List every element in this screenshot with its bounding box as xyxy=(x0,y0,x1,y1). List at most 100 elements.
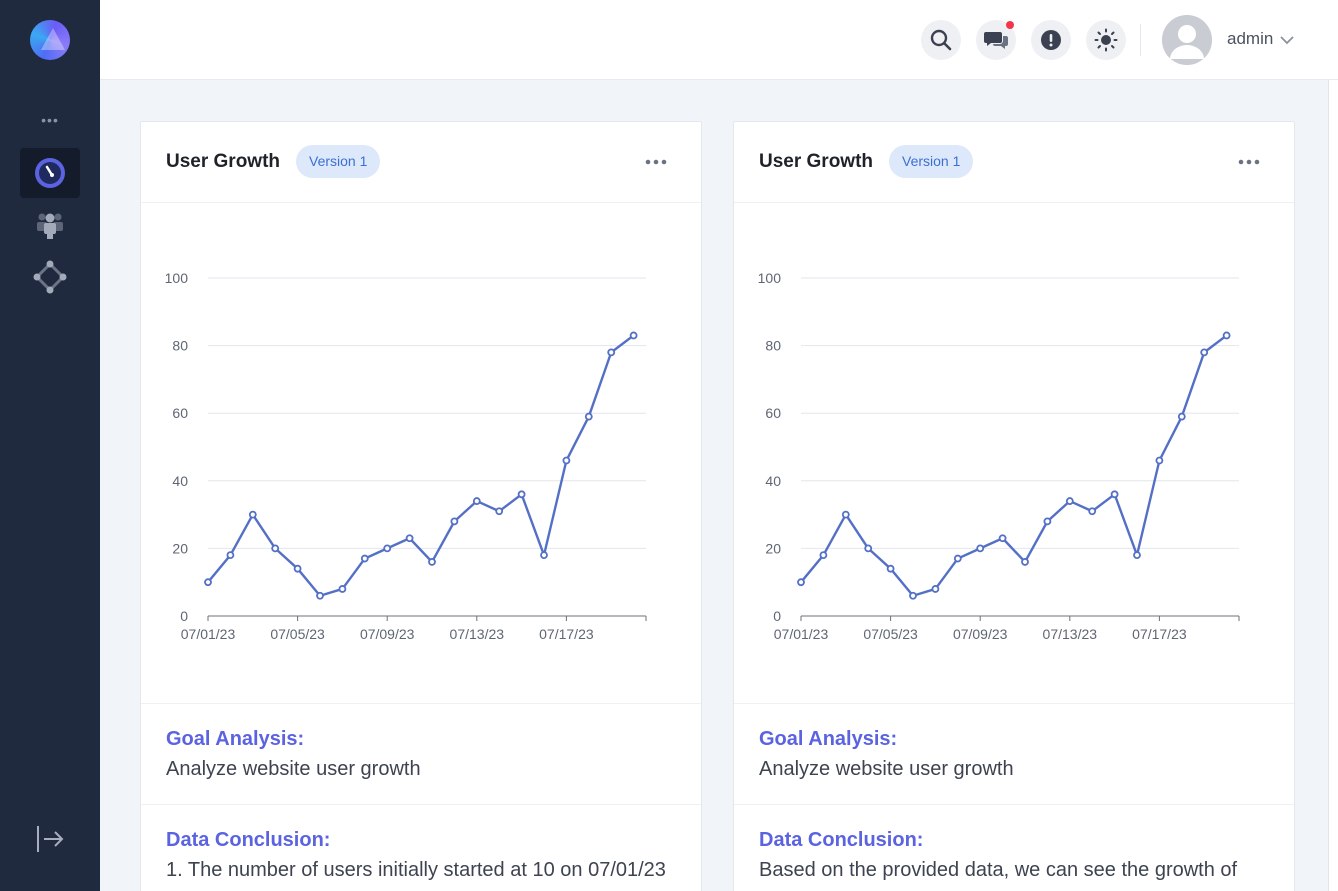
data-point xyxy=(517,490,526,499)
goal-analysis-text: Analyze website user growth xyxy=(166,758,421,780)
data-conclusion-label: Data Conclusion: xyxy=(166,829,331,851)
y-tick-label: 40 xyxy=(172,473,188,489)
y-tick-label: 80 xyxy=(765,338,781,354)
card-title: User Growth xyxy=(166,151,281,172)
data-point xyxy=(841,510,850,519)
dashboard-icon xyxy=(35,158,65,188)
y-tick-label: 80 xyxy=(172,338,188,354)
x-tick-label: 07/17/23 xyxy=(1132,626,1187,642)
data-point xyxy=(819,551,828,560)
version-badge[interactable]: Version 1 xyxy=(296,145,381,178)
y-tick-label: 100 xyxy=(165,270,189,286)
data-conclusion-section: Data Conclusion: 1. The number of users … xyxy=(141,804,701,891)
messages-button[interactable] xyxy=(976,20,1016,60)
data-point xyxy=(629,331,638,340)
user-growth-line-chart: 0 20 40 60 80 100 07/01/23 07/05/23 07/09/23 07/1… xyxy=(165,270,647,642)
data-point xyxy=(428,558,436,566)
chart-card: User Growth Version 1 0 20 40 60 80 100 07/01/… xyxy=(140,121,702,891)
search-icon xyxy=(930,29,952,51)
data-point xyxy=(293,564,302,573)
data-point xyxy=(338,585,347,593)
alerts-button[interactable] xyxy=(1031,20,1071,60)
goal-analysis-section: Goal Analysis: Analyze website user grow… xyxy=(734,703,1294,804)
data-point xyxy=(1021,558,1029,566)
sidebar-item-dashboard[interactable] xyxy=(20,148,80,198)
goal-analysis-text: Analyze website user growth xyxy=(759,758,1014,780)
x-tick-label: 07/01/23 xyxy=(774,626,829,642)
data-point xyxy=(316,591,324,600)
x-tick-label: 07/17/23 xyxy=(539,626,594,642)
x-tick-label: 07/13/23 xyxy=(450,626,505,642)
y-tick-label: 0 xyxy=(180,608,188,624)
data-point xyxy=(976,544,985,553)
y-tick-label: 100 xyxy=(758,270,782,286)
search-button[interactable] xyxy=(921,20,961,60)
data-point xyxy=(383,544,392,553)
series-line xyxy=(800,334,1228,597)
data-point xyxy=(909,591,917,600)
card-header: User Growth Version 1 xyxy=(141,122,701,203)
data-point xyxy=(405,534,414,543)
notification-dot xyxy=(1006,21,1014,29)
data-point xyxy=(540,551,548,560)
data-point xyxy=(886,564,895,573)
card-title: User Growth xyxy=(759,151,874,172)
data-point xyxy=(562,456,571,465)
x-tick-label: 07/05/23 xyxy=(270,626,325,642)
goal-analysis-section: Goal Analysis: Analyze website user grow… xyxy=(141,703,701,804)
data-point xyxy=(1177,412,1186,421)
data-point xyxy=(953,554,962,563)
x-tick-label: 07/01/23 xyxy=(181,626,236,642)
data-conclusion-section: Data Conclusion: Based on the provided d… xyxy=(734,804,1294,891)
y-tick-label: 0 xyxy=(773,608,781,624)
page-scrollbar[interactable] xyxy=(1328,80,1338,891)
avatar[interactable] xyxy=(1162,15,1212,65)
data-point xyxy=(1222,331,1231,340)
data-conclusion-label: Data Conclusion: xyxy=(759,829,924,851)
theme-toggle-button[interactable] xyxy=(1086,20,1126,60)
username-label[interactable]: admin xyxy=(1227,29,1274,48)
data-point xyxy=(1043,517,1052,526)
y-tick-label: 60 xyxy=(765,405,781,421)
chart-card: User Growth Version 1 0 20 40 60 80 100 07/01/… xyxy=(733,121,1295,891)
user-avatar-icon xyxy=(1162,15,1212,65)
card-header: User Growth Version 1 xyxy=(734,122,1294,203)
data-point xyxy=(1110,490,1119,499)
user-growth-line-chart: 0 20 40 60 80 100 07/01/23 07/05/23 07/09/23 07/1… xyxy=(758,270,1240,642)
data-point xyxy=(271,544,280,553)
data-point xyxy=(1155,456,1164,465)
theme-sun-icon xyxy=(1094,28,1118,52)
y-tick-label: 20 xyxy=(172,540,188,556)
data-conclusion-text: Based on the provided data, we can see t… xyxy=(759,859,1238,881)
app-logo[interactable] xyxy=(30,20,70,60)
sidebar: ••• xyxy=(0,0,100,891)
data-point xyxy=(1200,348,1209,357)
chart-area: 0 20 40 60 80 100 07/01/23 07/05/23 07/09/23 07/1… xyxy=(734,204,1294,704)
x-tick-label: 07/09/23 xyxy=(953,626,1008,642)
y-tick-label: 60 xyxy=(172,405,188,421)
data-point xyxy=(204,578,212,587)
x-tick-label: 07/09/23 xyxy=(360,626,415,642)
card-more-button[interactable] xyxy=(1237,152,1261,172)
sidebar-item-users[interactable] xyxy=(20,200,80,250)
version-badge[interactable]: Version 1 xyxy=(889,145,974,178)
sidebar-item-nodes[interactable] xyxy=(20,252,80,302)
data-point xyxy=(495,507,504,516)
sidebar-collapse-button[interactable] xyxy=(34,822,66,856)
chevron-down-icon[interactable] xyxy=(1280,35,1294,45)
chart-area: 0 20 40 60 80 100 07/01/23 07/05/23 07/09/23 07/1… xyxy=(141,204,701,704)
y-tick-label: 20 xyxy=(765,540,781,556)
collapse-arrow-icon xyxy=(37,826,64,852)
alert-icon xyxy=(1041,30,1061,50)
data-point xyxy=(797,578,805,587)
data-point xyxy=(472,497,481,505)
series-line xyxy=(207,334,635,597)
data-point xyxy=(248,510,257,519)
card-more-button[interactable] xyxy=(644,152,668,172)
data-point xyxy=(607,348,616,357)
data-point xyxy=(1065,497,1074,505)
more-dots-icon xyxy=(1238,159,1260,165)
sidebar-more-icon[interactable]: ••• xyxy=(41,112,59,128)
data-point xyxy=(450,517,459,526)
top-header: admin xyxy=(100,0,1338,80)
